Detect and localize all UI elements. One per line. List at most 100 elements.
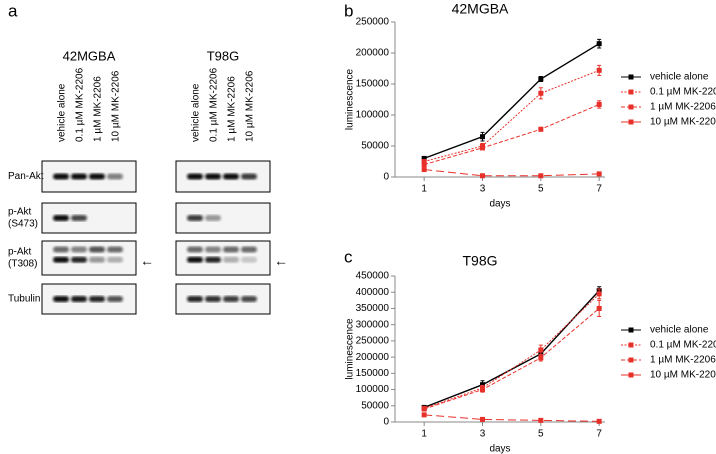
legend-marker — [628, 119, 634, 125]
band — [89, 246, 105, 253]
marker — [596, 291, 602, 297]
band — [71, 215, 87, 221]
row-label: Pan-Akt — [8, 171, 44, 182]
x-tick-label: 3 — [480, 429, 486, 440]
band — [107, 246, 123, 253]
legend-label: 10 µM MK-2206 — [650, 370, 716, 381]
band — [89, 296, 105, 302]
marker — [480, 145, 485, 151]
blot-box — [175, 202, 271, 234]
marker — [421, 159, 427, 164]
legend-marker — [628, 357, 634, 363]
x-tick-label: 7 — [596, 184, 602, 195]
lane-label: 1 µM MK-2206 — [227, 76, 238, 142]
band — [53, 296, 69, 302]
legend-label: vehicle alone — [650, 72, 709, 83]
x-tick-label: 5 — [538, 184, 544, 195]
row-label: p-Akt — [8, 247, 32, 258]
marker — [538, 90, 544, 96]
marker — [421, 167, 427, 173]
band — [107, 296, 123, 302]
y-tick-label: 0 — [383, 417, 389, 428]
band — [89, 256, 105, 263]
marker — [596, 305, 602, 311]
y-tick-label: 50000 — [361, 400, 389, 411]
y-axis-label: luminescence — [345, 68, 356, 130]
marker — [538, 173, 544, 179]
y-tick-label: 0 — [383, 172, 389, 183]
y-tick-label: 300000 — [356, 319, 390, 330]
y-tick-label: 100000 — [356, 110, 390, 121]
legend-marker — [628, 342, 634, 348]
band — [187, 296, 203, 302]
band — [205, 215, 221, 221]
x-tick-label: 1 — [421, 184, 427, 195]
legend-marker — [628, 74, 634, 80]
lane-label: 10 µM MK-2206 — [245, 70, 256, 142]
lane-label: 1 µM MK-2206 — [93, 76, 104, 142]
band — [187, 173, 203, 180]
marker — [480, 134, 485, 140]
marker — [538, 347, 544, 353]
lane-label: 0.1 µM MK-2206 — [75, 67, 86, 142]
band — [187, 215, 203, 221]
y-tick-label: 350000 — [356, 303, 390, 314]
y-tick-label: 200000 — [356, 48, 390, 59]
marker — [421, 406, 427, 412]
x-axis-label: days — [489, 444, 510, 454]
row-label: p-Akt — [8, 207, 32, 218]
band — [241, 246, 257, 253]
band — [205, 173, 221, 180]
band — [241, 256, 257, 263]
marker — [538, 417, 544, 423]
y-axis-label: luminescence — [345, 318, 356, 380]
marker — [538, 76, 544, 82]
panel-label: a — [8, 1, 18, 20]
arrow: ← — [140, 253, 154, 269]
band — [223, 256, 239, 263]
lane-label: vehicle alone — [57, 83, 68, 142]
row-label: Tubulin — [8, 294, 40, 305]
marker — [596, 41, 602, 47]
band — [223, 173, 239, 180]
x-tick-label: 7 — [596, 429, 602, 440]
blot-title: T98G — [207, 48, 240, 63]
row-label: (T308) — [8, 259, 37, 270]
band — [71, 296, 87, 302]
band — [53, 246, 69, 253]
series-line — [424, 103, 600, 166]
y-tick-label: 250000 — [356, 336, 390, 347]
band — [241, 296, 257, 302]
series-line — [423, 290, 600, 409]
marker — [538, 126, 544, 132]
y-tick-label: 400000 — [356, 287, 390, 298]
y-tick-label: 100000 — [356, 384, 390, 395]
series-line — [423, 43, 600, 160]
y-tick-label: 200000 — [356, 352, 390, 363]
series-line — [424, 69, 600, 162]
legend-marker — [628, 104, 634, 110]
marker — [421, 162, 427, 168]
marker — [596, 101, 602, 107]
band — [187, 246, 203, 253]
series-line — [424, 293, 600, 409]
y-tick-label: 150000 — [356, 79, 390, 90]
band — [107, 256, 123, 263]
y-tick-label: 150000 — [356, 368, 390, 379]
band — [71, 246, 87, 253]
legend-marker — [628, 327, 634, 333]
lane-label: vehicle alone — [191, 83, 202, 142]
x-tick-label: 1 — [421, 429, 427, 440]
marker — [421, 155, 427, 161]
marker — [480, 173, 485, 179]
series-line — [424, 169, 600, 177]
legend-label: 1 µM MK-2206 — [650, 102, 716, 113]
lane-label: 0.1 µM MK-2206 — [209, 67, 220, 142]
panel-label: c — [344, 247, 353, 266]
legend-marker — [628, 372, 634, 378]
marker — [596, 171, 602, 177]
band — [223, 296, 239, 302]
x-tick-label: 3 — [480, 184, 486, 195]
x-axis-label: days — [489, 199, 510, 210]
y-tick-label: 450000 — [356, 271, 390, 282]
